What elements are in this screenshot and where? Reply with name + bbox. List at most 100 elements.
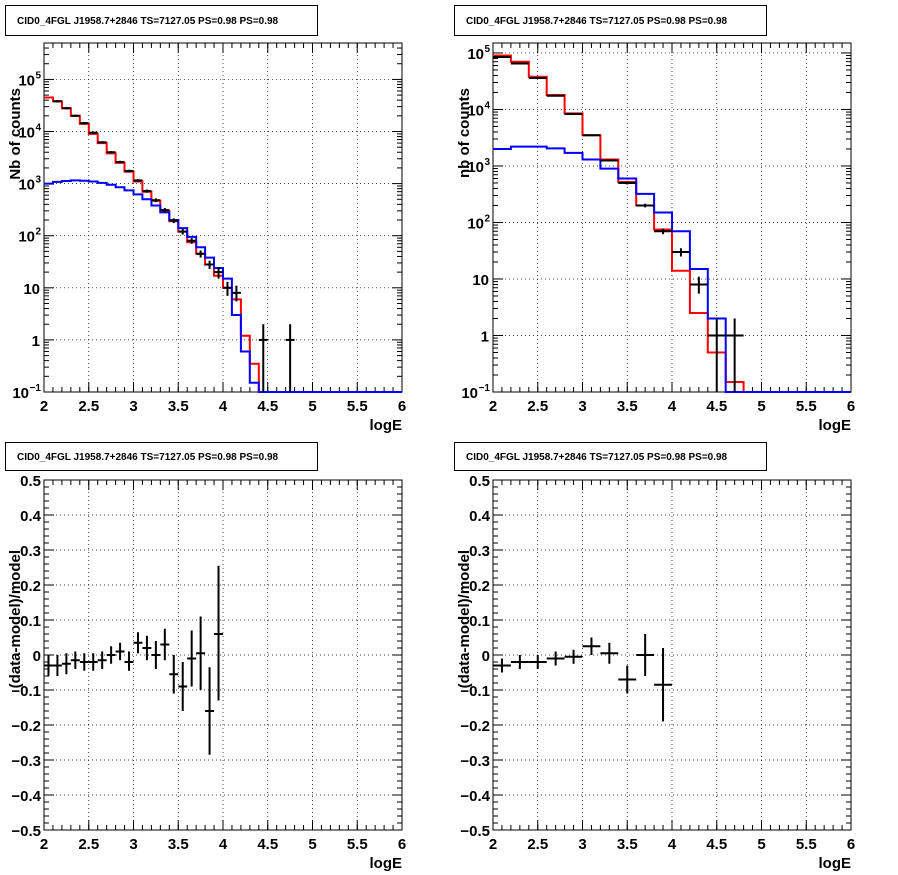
data-point	[88, 131, 98, 134]
y-tick-label: 0.1	[469, 613, 490, 630]
data-point	[115, 160, 125, 164]
data-point	[618, 181, 637, 185]
y-axis-label: (data-model)/model	[456, 550, 473, 688]
x-axis-label: logE	[370, 855, 403, 872]
data-point	[654, 228, 672, 235]
y-tick-exponent: 5	[484, 44, 490, 55]
data-point	[196, 616, 206, 690]
y-tick-label: 1	[32, 333, 40, 350]
title-box	[5, 5, 318, 36]
y-tick-label: −0.2	[460, 718, 490, 735]
data-point	[672, 248, 690, 257]
x-tick-label: 2	[40, 398, 48, 415]
data-point	[510, 655, 529, 669]
x-tick-label: 6	[398, 836, 406, 853]
x-tick-label: 2.5	[527, 836, 548, 853]
chart-title: CID0_4FGL J1958.7+2846 TS=7127.05 PS=0.9…	[17, 452, 279, 463]
data-point	[52, 655, 62, 676]
y-tick-label: 10	[18, 229, 35, 246]
y-tick-label: 10	[467, 215, 484, 232]
data-point	[79, 653, 89, 671]
chart-panel-1: CID0_4FGL J1958.7+2846 TS=7127.05 PS=0.9…	[5, 5, 406, 434]
y-tick-exponent: 4	[484, 100, 490, 111]
data-point	[707, 318, 726, 392]
x-tick-label: 4.5	[257, 398, 278, 415]
y-tick-label: 1	[481, 328, 489, 345]
chart-title: CID0_4FGL J1958.7+2846 TS=7127.05 PS=0.9…	[17, 16, 279, 27]
data-point	[493, 55, 511, 58]
chart-panel-3: CID0_4FGL J1958.7+2846 TS=7127.05 PS=0.9…	[5, 442, 406, 872]
data-point	[528, 655, 547, 669]
data-point	[151, 198, 161, 203]
data-point	[61, 107, 71, 110]
data-point	[214, 267, 223, 279]
y-tick-exponent: 2	[35, 227, 41, 238]
title-box	[5, 442, 318, 471]
y-tick-label: 0.3	[20, 543, 41, 560]
x-tick-label: 5	[757, 398, 765, 415]
x-tick-label: 2.5	[527, 398, 548, 415]
data-point	[546, 651, 565, 666]
data-point	[582, 637, 601, 655]
y-tick-label: 0	[482, 648, 490, 665]
data-point	[106, 646, 116, 664]
series-blue-histogram	[493, 145, 851, 393]
data-point	[725, 318, 744, 392]
y-tick-label: −0.1	[11, 683, 41, 700]
data-point	[115, 642, 125, 661]
x-tick-label: 5.5	[796, 836, 817, 853]
x-tick-label: 4.5	[706, 836, 727, 853]
y-tick-label: −0.3	[460, 753, 490, 770]
data-point	[285, 324, 295, 392]
x-tick-label: 4.5	[706, 398, 727, 415]
data-point	[97, 651, 107, 669]
y-tick-exponent: 2	[484, 213, 490, 224]
y-tick-label: −0.2	[11, 718, 41, 735]
x-axis-label: logE	[819, 417, 852, 434]
x-tick-label: 2	[489, 836, 497, 853]
x-tick-label: 5	[757, 836, 765, 853]
x-tick-label: 5	[308, 836, 316, 853]
data-point	[187, 238, 197, 244]
x-tick-label: 4	[219, 398, 228, 415]
y-tick-label: 0.3	[469, 543, 490, 560]
data-point	[52, 100, 62, 103]
data-point	[169, 655, 179, 694]
x-tick-label: 6	[398, 398, 406, 415]
x-axis-label: logE	[370, 417, 403, 434]
y-tick-label: 0.2	[20, 578, 41, 595]
chart-panel-4: CID0_4FGL J1958.7+2846 TS=7127.05 PS=0.9…	[454, 442, 855, 872]
x-tick-label: 3.5	[617, 398, 638, 415]
y-tick-label: 10	[23, 281, 40, 298]
y-axis-label: nb of counts	[456, 88, 473, 178]
x-tick-label: 3.5	[168, 398, 189, 415]
data-point	[564, 113, 583, 116]
y-tick-label: −0.4	[11, 788, 41, 805]
y-tick-label: 10	[467, 159, 484, 176]
data-point	[97, 141, 107, 144]
data-point	[510, 62, 529, 65]
y-tick-label: 0.5	[469, 473, 490, 490]
data-point	[205, 260, 215, 269]
x-tick-label: 6	[847, 836, 855, 853]
title-box	[454, 5, 767, 36]
data-point	[160, 628, 170, 661]
data-point	[258, 324, 268, 392]
data-point	[178, 662, 188, 711]
x-tick-label: 4	[668, 836, 677, 853]
y-tick-label: 10	[18, 125, 35, 142]
y-tick-label: 10	[467, 46, 484, 63]
x-axis-label: logE	[819, 855, 852, 872]
data-point	[654, 648, 672, 722]
y-axis-label: Nb of counts	[7, 88, 24, 180]
data-point	[44, 655, 53, 676]
y-tick-label: −0.5	[11, 823, 41, 840]
x-tick-label: 3.5	[617, 836, 638, 853]
series-blue-histogram	[44, 179, 402, 393]
data-point	[133, 632, 143, 654]
data-point	[142, 189, 152, 193]
chart-title: CID0_4FGL J1958.7+2846 TS=7127.05 PS=0.9…	[466, 16, 728, 27]
y-tick-exponent: 4	[35, 123, 41, 134]
y-tick-label: −0.1	[460, 683, 490, 700]
data-point	[231, 285, 241, 302]
